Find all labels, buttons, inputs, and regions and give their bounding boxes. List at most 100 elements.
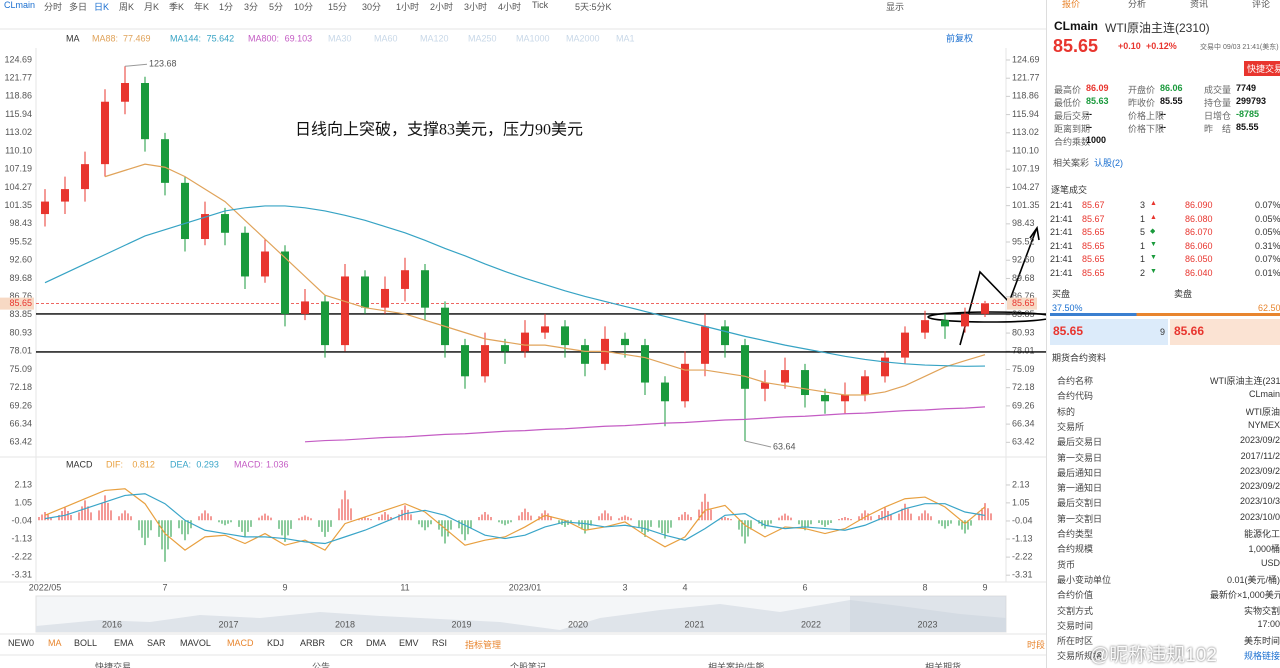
tick-time: 21:41 (1050, 200, 1073, 210)
ask-pct: 62.50% (1258, 303, 1280, 313)
info-value: 2023/09/2 (1239, 435, 1280, 446)
panel-tab[interactable]: 分析 (1128, 0, 1147, 9)
symbol[interactable]: CLmain (4, 0, 36, 10)
candle-body (661, 382, 669, 402)
tick-direction: ▼ (1150, 268, 1157, 275)
x-tick-label: 9 (282, 582, 287, 592)
chart: 124.69 124.69 121.77 121.77 118.86 118.86 115.… (0, 28, 1046, 656)
adjust-mode: 前复权 (946, 32, 973, 43)
bottom-tab[interactable]: 个股笔记 (510, 662, 547, 668)
period-tab[interactable]: 3分 (244, 2, 259, 12)
period-tab[interactable]: 10分 (294, 2, 314, 12)
y2-tick-label: -2.22 (1012, 551, 1033, 561)
indicator-tab[interactable]: EMV (399, 638, 419, 648)
related[interactable]: 相关案彩 (1053, 158, 1090, 168)
tick-price: 85.65 (1082, 240, 1105, 251)
x-tick-label: 11 (400, 582, 409, 592)
period-tab[interactable]: 2小时 (430, 2, 454, 12)
period-tab[interactable]: 4小时 (498, 2, 522, 12)
legend-inactive: MA250 (468, 33, 497, 43)
period-tab[interactable]: 季K (169, 2, 185, 12)
status: 交易中 09/03 21:41(美东) (1200, 44, 1279, 51)
tick-volume: 5 (1140, 227, 1146, 238)
y-tick-label: 95.52 (1012, 236, 1035, 246)
period-tab[interactable]: 年K (194, 2, 210, 12)
info-label: 合约规模 (1057, 544, 1094, 555)
navigator-window[interactable] (850, 596, 1006, 632)
candle-body (161, 139, 169, 183)
panel-tab[interactable]: 资讯 (1190, 0, 1209, 9)
y-tick-label: 72.18 (9, 382, 32, 392)
indicator-tab[interactable]: KDJ (267, 638, 285, 648)
tick-time: 21:41 (1050, 268, 1073, 278)
stat-value: -- (1086, 122, 1092, 132)
info-label: 最后通知日 (1057, 467, 1103, 478)
last-price-tag (1007, 297, 1037, 310)
bottom-tab[interactable]: 相关案护/牛熊 (708, 662, 765, 668)
display-menu[interactable]: 显示 (886, 2, 905, 12)
quick-trade[interactable]: 快捷交易 (1244, 61, 1280, 76)
legend-inactive: MA1 (616, 33, 635, 43)
x-tick-label: 8 (922, 582, 927, 592)
y-tick-label: 107.19 (4, 164, 32, 174)
period-tab[interactable]: 5分 (269, 2, 284, 12)
legend-name: DEA: (170, 459, 191, 469)
period-tab[interactable]: 日K (94, 2, 110, 12)
session-tab[interactable]: 时段 (1027, 640, 1046, 650)
info-value: WTI原油 (1245, 406, 1280, 417)
stat-label: 最后交易 (1054, 111, 1091, 121)
candle-body (981, 303, 989, 314)
period-tab[interactable]: 1分 (219, 2, 234, 12)
navigator-year: 2017 (218, 619, 238, 629)
panel-tab[interactable]: 评论 (1252, 0, 1271, 9)
period-tab[interactable]: 多日 (69, 2, 88, 12)
indicator-tab[interactable]: RSI (432, 638, 448, 648)
stat-label: 距离到期 (1054, 124, 1091, 134)
legend-inactive: MA60 (374, 33, 398, 43)
indicator-tab[interactable]: MACD (227, 638, 254, 648)
indicator-tab[interactable]: MA (48, 638, 62, 648)
indicator-tab[interactable]: CR (340, 638, 353, 648)
book-pct: 0.05% (1255, 213, 1280, 224)
period-tab[interactable]: 30分 (362, 2, 382, 12)
bottom-tab[interactable]: 公告 (312, 662, 331, 668)
panel-tab[interactable]: 报价 (1062, 0, 1081, 9)
bottom-tab[interactable]: 相关期货 (925, 662, 962, 668)
period-tab[interactable]: 15分 (328, 2, 348, 12)
legend-name: MA88: (92, 33, 118, 43)
period-tab[interactable]: 月K (144, 2, 160, 12)
period-tab[interactable]: 周K (119, 2, 135, 12)
tick-direction: ▼ (1150, 240, 1157, 248)
tick-price: 85.65 (1082, 254, 1105, 265)
indicator-tab[interactable]: BOLL (74, 638, 98, 648)
indicator-tab[interactable]: SAR (147, 638, 166, 648)
period-tab[interactable]: Tick (532, 0, 549, 10)
ask-box (1170, 319, 1280, 345)
bottom-tab[interactable]: 快捷交易 (95, 662, 132, 668)
indicator-tab[interactable]: MAVOL (180, 638, 211, 648)
info-value[interactable]: 规格链接 (1243, 651, 1280, 662)
stat-label: 最低价 (1054, 98, 1082, 108)
period-tab[interactable]: 分时 (44, 2, 63, 12)
y-tick-label: 121.77 (4, 73, 32, 83)
book-pct: 0.07% (1255, 200, 1280, 210)
info-label: 第一交易日 (1057, 452, 1103, 463)
info-value: CLmain (1248, 389, 1280, 400)
x-tick-label: 7 (162, 582, 167, 592)
candle-body (901, 332, 909, 358)
indicator-tab[interactable]: 指标管理 (465, 640, 502, 650)
dea-line (44, 493, 986, 545)
period-tab[interactable]: 5天:5分K (575, 2, 612, 12)
info-label: 第一通知日 (1057, 483, 1103, 494)
period-tab[interactable]: 1小时 (396, 2, 420, 12)
related[interactable]: 认股(2) (1094, 158, 1123, 168)
indicator-tab[interactable]: ARBR (300, 638, 326, 648)
period-tab[interactable]: 3小时 (464, 2, 488, 12)
indicator-tab[interactable]: DMA (366, 638, 386, 648)
price: 85.65 (1053, 36, 1099, 56)
y-tick-label: 80.93 (1012, 327, 1035, 337)
x-tick-label: 9 (982, 582, 987, 592)
indicator-tab[interactable]: EMA (114, 638, 134, 648)
indicator-tab[interactable]: NEW0 (8, 638, 35, 648)
legend-value: 1.036 (266, 459, 289, 469)
